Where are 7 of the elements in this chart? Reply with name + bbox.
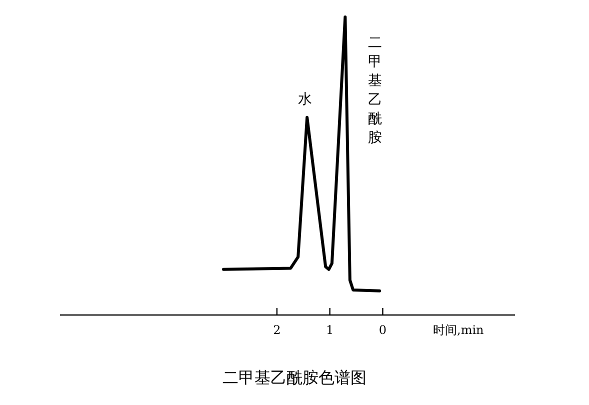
annotation: 二甲基乙酰胺 (368, 35, 382, 146)
annotation: 水 (298, 91, 312, 108)
x-tick-label: 1 (326, 323, 334, 337)
x-axis-title: 时间,min (433, 323, 484, 337)
x-tick-label: 2 (273, 323, 281, 337)
text: 二甲基乙酰胺色谱图 (222, 368, 366, 387)
x-tick-label: 0 (378, 323, 387, 337)
